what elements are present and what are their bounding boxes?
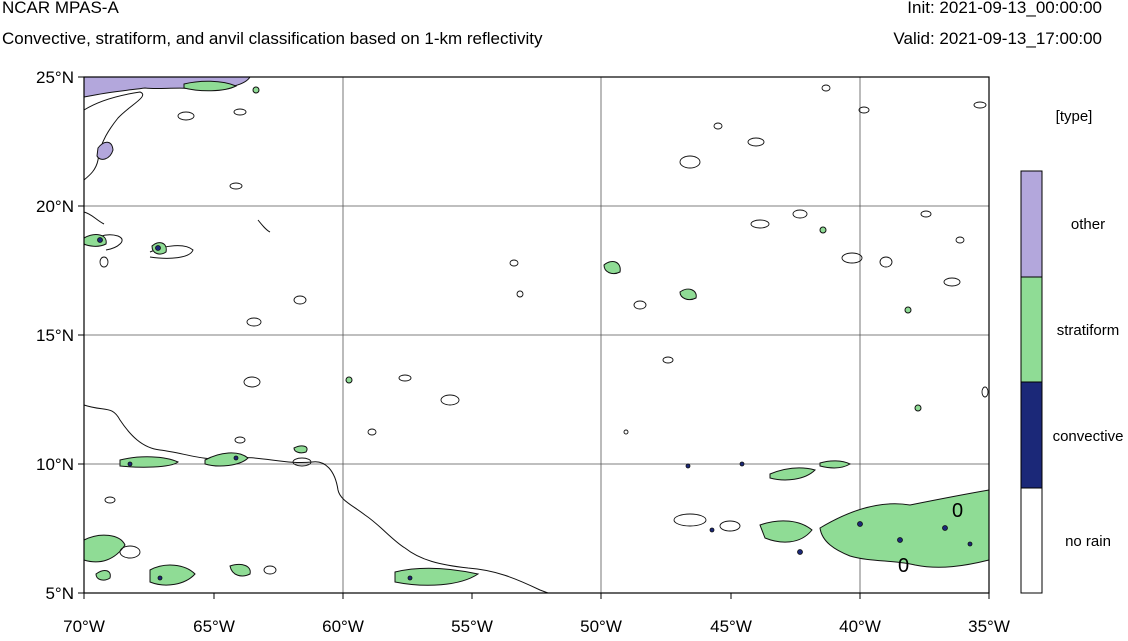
lon-tick-label: 35°W (968, 617, 1010, 636)
plot-title: NCAR MPAS-A (2, 0, 119, 17)
legend-label-convective: convective (1053, 428, 1124, 445)
convective-regions (97, 237, 973, 581)
lon-tick-label: 60°W (322, 617, 364, 636)
lon-tick-label: 40°W (839, 617, 881, 636)
legend-swatch-no-rain (1020, 487, 1043, 594)
lat-tick-label: 5°N (45, 584, 74, 603)
lon-tick-label: 50°W (580, 617, 622, 636)
stratiform-regions (83, 80, 990, 586)
lat-tick-label: 25°N (36, 68, 74, 87)
lat-tick-label: 20°N (36, 197, 74, 216)
contour-label: 0 (898, 555, 909, 577)
coastlines (83, 91, 549, 594)
lon-tick-label: 55°W (451, 617, 493, 636)
legend-label-no-rain: no rain (1065, 533, 1111, 550)
legend-swatch-other (1020, 170, 1043, 278)
lat-tick-label: 10°N (36, 455, 74, 474)
legend-label-stratiform: stratiform (1057, 322, 1120, 339)
legend: [type] other stratiform convective no ra… (1020, 108, 1124, 594)
lon-tick-label: 70°W (63, 617, 105, 636)
legend-swatch-stratiform (1020, 276, 1043, 383)
lon-tick-labels: 70°W 65°W 60°W 55°W 50°W 45°W 40°W 35°W (63, 617, 1010, 636)
rain-contours (99, 84, 989, 575)
legend-label-other: other (1071, 216, 1105, 233)
init-time: Init: 2021-09-13_00:00:00 (907, 0, 1102, 17)
lat-tick-label: 15°N (36, 326, 74, 345)
legend-swatch-convective (1020, 381, 1043, 489)
lat-tick-labels: 25°N 20°N 15°N 10°N 5°N (36, 68, 74, 603)
valid-time: Valid: 2021-09-13_17:00:00 (893, 29, 1102, 48)
lon-tick-label: 45°W (710, 617, 752, 636)
contour-label: 0 (952, 500, 963, 522)
plot-subtitle: Convective, stratiform, and anvil classi… (2, 29, 543, 48)
legend-title: [type] (1056, 108, 1093, 125)
lon-tick-label: 65°W (193, 617, 235, 636)
tick-marks (78, 76, 990, 599)
